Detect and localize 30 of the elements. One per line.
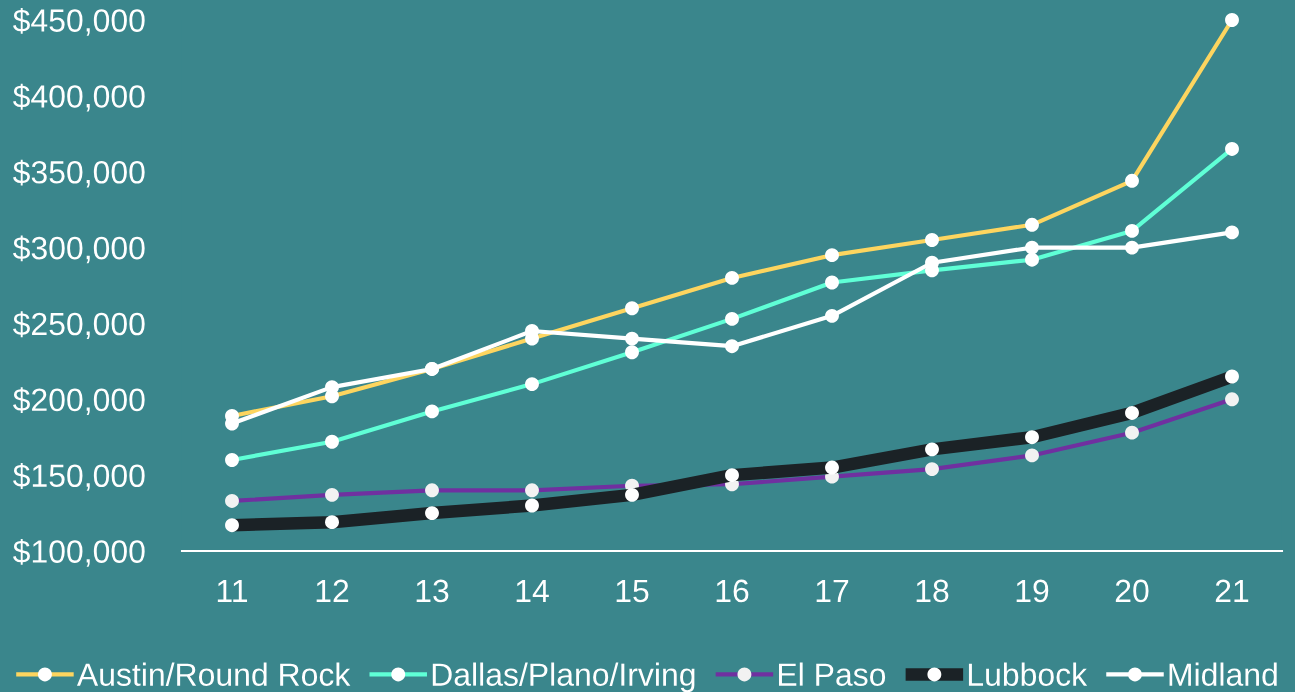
x-tick-label: 16 bbox=[716, 579, 749, 603]
x-tick-label: 17 bbox=[816, 579, 849, 602]
x-tick-label: 13 bbox=[416, 579, 449, 603]
legend-label: Lubbock bbox=[968, 662, 1088, 686]
point bbox=[1225, 225, 1239, 240]
legend-label: Dallas/Plano/Irving bbox=[432, 662, 695, 692]
x-tick-label: 12 bbox=[316, 579, 349, 602]
y-tick-label: $100,000 bbox=[13, 538, 145, 567]
legend-label: Austin/Round Rock bbox=[76, 662, 351, 686]
x-tick-label: 11 bbox=[217, 579, 248, 602]
point bbox=[1025, 240, 1039, 255]
x-tick-label: 20 bbox=[1115, 579, 1149, 603]
point bbox=[625, 331, 639, 346]
y-tick-label: $350,000 bbox=[13, 159, 145, 188]
x-tick-label: 19 bbox=[1016, 579, 1049, 603]
y-tick-label: $150,000 bbox=[13, 463, 145, 491]
y-tick-label: $250,000 bbox=[13, 311, 145, 340]
y-tick-label: $450,000 bbox=[13, 7, 145, 36]
point bbox=[725, 339, 739, 354]
point bbox=[825, 308, 839, 323]
x-tick-label: 15 bbox=[616, 579, 649, 603]
legend-label: El Paso bbox=[778, 662, 886, 686]
legend-label: Midland bbox=[1169, 662, 1277, 686]
x-tick-label: 21 bbox=[1215, 579, 1249, 602]
point bbox=[1125, 240, 1139, 255]
y-tick-label: $300,000 bbox=[13, 235, 145, 264]
x-tick-label: 14 bbox=[516, 579, 549, 602]
x-tick-label: 18 bbox=[916, 579, 949, 603]
y-tick-label: $400,000 bbox=[13, 83, 145, 112]
y-tick-label: $200,000 bbox=[13, 387, 145, 415]
